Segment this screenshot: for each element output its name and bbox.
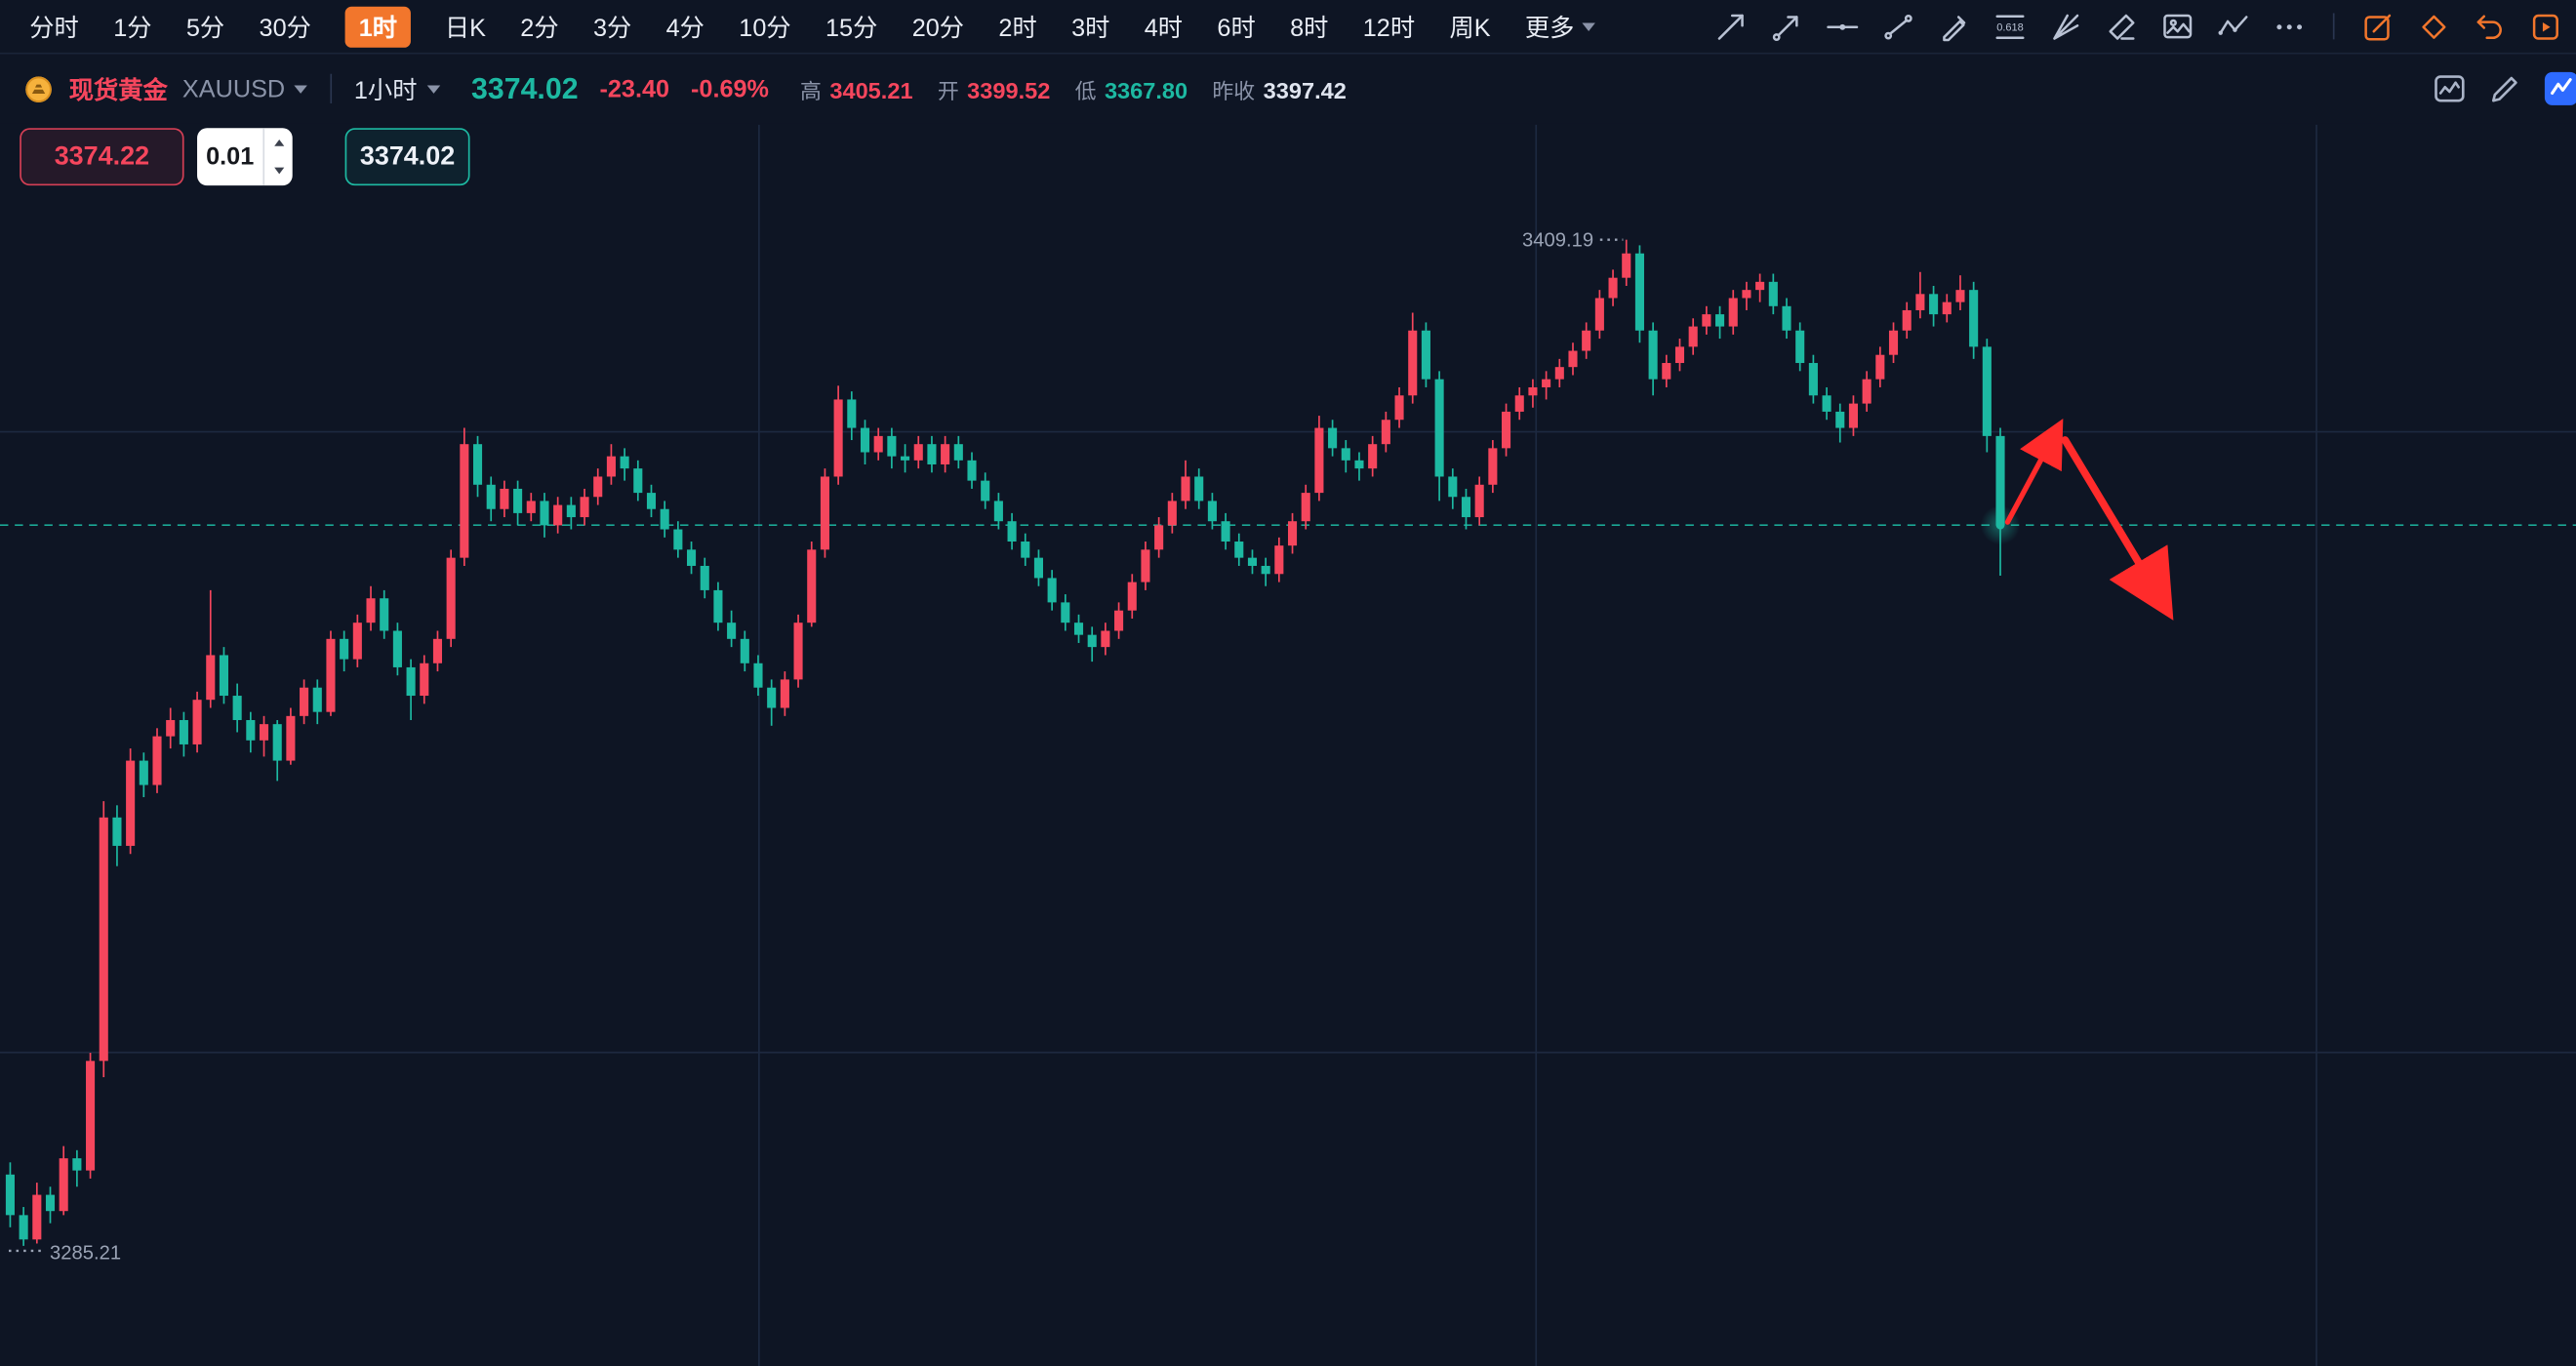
stat-value: 3399.52 bbox=[967, 76, 1051, 103]
timeframe-item[interactable]: 周K bbox=[1449, 14, 1491, 42]
buy-button[interactable]: 3374.02 bbox=[344, 128, 470, 186]
fib-retracement-icon[interactable]: 0.618 bbox=[1992, 9, 2027, 43]
price-change-pct: -0.69% bbox=[690, 74, 770, 103]
indicators-blue-icon[interactable] bbox=[2543, 70, 2576, 106]
price-change: -23.40 bbox=[599, 74, 670, 103]
timeframe-item[interactable]: 分时 bbox=[29, 14, 79, 42]
stat-value: 3405.21 bbox=[829, 76, 913, 103]
zigzag-icon[interactable] bbox=[2216, 9, 2250, 43]
ray-arrow-icon[interactable] bbox=[1769, 9, 1803, 43]
interval-select[interactable]: 1小时 bbox=[353, 71, 441, 105]
stat-value: 3397.42 bbox=[1263, 76, 1347, 103]
divider bbox=[329, 73, 332, 104]
stat-high: 高 3405.21 bbox=[800, 73, 913, 104]
replay-icon[interactable] bbox=[2528, 9, 2562, 43]
svg-text:0.618: 0.618 bbox=[1996, 21, 2024, 33]
stat-value: 3367.80 bbox=[1104, 76, 1188, 103]
symbol-label: XAUUSD bbox=[181, 74, 286, 103]
interval-label: 1小时 bbox=[353, 76, 418, 104]
daily-stats: 高 3405.21 开 3399.52 低 3367.80 昨收 3397.42 bbox=[800, 73, 1347, 104]
svg-text:3409.19: 3409.19 bbox=[1522, 229, 1593, 251]
more-tools-icon[interactable] bbox=[2273, 9, 2307, 43]
timeframe-item[interactable]: 3分 bbox=[592, 14, 632, 42]
drawing-toolbar: 0.618 bbox=[1713, 9, 2562, 43]
gann-fan-icon[interactable] bbox=[2049, 9, 2083, 43]
svg-text:3285.21: 3285.21 bbox=[50, 1242, 121, 1264]
clear-shapes-icon[interactable] bbox=[2417, 9, 2451, 43]
quantity-value: 0.01 bbox=[206, 142, 255, 172]
compose-icon[interactable] bbox=[2360, 9, 2395, 43]
symbol-select[interactable]: XAUUSD bbox=[181, 74, 307, 103]
timeframe-item[interactable]: 1时 bbox=[345, 5, 411, 47]
stat-open: 开 3399.52 bbox=[938, 73, 1051, 104]
snapshot-icon[interactable] bbox=[2160, 9, 2194, 43]
chart-style-icon[interactable] bbox=[2432, 70, 2468, 106]
timeframe-toolbar: 分时 1分 5分 30分 1时 日K 2分 3分 4分 10分 15分 20分 2时 3时 4时 6时 8时 12… bbox=[0, 0, 2576, 55]
more-timeframes[interactable]: 更多 bbox=[1524, 9, 1596, 43]
timeframe-item[interactable]: 30分 bbox=[259, 14, 311, 42]
timeframe-item[interactable]: 20分 bbox=[911, 14, 965, 42]
last-price: 3374.02 bbox=[471, 71, 579, 104]
stat-low: 低 3367.80 bbox=[1075, 73, 1188, 104]
timeframe-item[interactable]: 4时 bbox=[1144, 14, 1184, 42]
timeframe-item[interactable]: 12时 bbox=[1362, 14, 1416, 42]
eraser-icon[interactable] bbox=[2105, 9, 2139, 43]
timeframe-item[interactable]: 8时 bbox=[1290, 14, 1329, 42]
chevron-down-icon bbox=[426, 84, 441, 94]
undo-icon[interactable] bbox=[2473, 9, 2507, 43]
trade-panel: 3374.22 0.01 3374.02 bbox=[20, 128, 470, 186]
stat-prev-close: 昨收 3397.42 bbox=[1212, 73, 1346, 104]
brush-icon[interactable] bbox=[1937, 9, 1971, 43]
chart-header-icons bbox=[2432, 70, 2576, 106]
timeframe-item[interactable]: 1分 bbox=[113, 14, 152, 42]
chevron-down-icon bbox=[293, 84, 307, 94]
sell-button[interactable]: 3374.22 bbox=[20, 128, 184, 186]
timeframe-item[interactable]: 日K bbox=[444, 14, 486, 42]
edit-chart-icon[interactable] bbox=[2487, 70, 2523, 106]
timeframe-item[interactable]: 3时 bbox=[1071, 14, 1110, 42]
divider bbox=[2332, 13, 2335, 40]
timeframe-list: 分时 1分 5分 30分 1时 日K 2分 3分 4分 10分 15分 20分 2时 3时 4时 6时 8时 12… bbox=[29, 5, 1596, 47]
gold-coin-icon bbox=[23, 73, 55, 104]
horizontal-line-icon[interactable] bbox=[1826, 9, 1860, 43]
timeframe-item[interactable]: 6时 bbox=[1217, 14, 1256, 42]
timeframe-item[interactable]: 2时 bbox=[998, 14, 1037, 42]
instrument-name: 现货黄金 bbox=[68, 76, 168, 104]
timeframe-item[interactable]: 15分 bbox=[825, 14, 878, 42]
quantity-stepper[interactable]: 0.01 bbox=[197, 128, 293, 186]
timeframe-item[interactable]: 5分 bbox=[185, 14, 225, 42]
stat-label: 低 bbox=[1074, 77, 1097, 103]
stat-label: 昨收 bbox=[1212, 77, 1256, 103]
trend-line-icon[interactable] bbox=[1713, 9, 1748, 43]
timeframe-item[interactable]: 4分 bbox=[665, 14, 704, 42]
stat-label: 高 bbox=[800, 77, 822, 103]
two-point-line-icon[interactable] bbox=[1881, 9, 1915, 43]
decrease-button[interactable] bbox=[264, 157, 293, 185]
timeframe-item[interactable]: 10分 bbox=[739, 14, 791, 42]
more-label: 更多 bbox=[1524, 14, 1575, 42]
timeframe-item[interactable]: 2分 bbox=[520, 14, 559, 42]
chevron-down-icon bbox=[1582, 21, 1596, 31]
increase-button[interactable] bbox=[264, 128, 293, 156]
stat-label: 开 bbox=[937, 77, 959, 103]
stepper-arrows bbox=[262, 128, 293, 186]
